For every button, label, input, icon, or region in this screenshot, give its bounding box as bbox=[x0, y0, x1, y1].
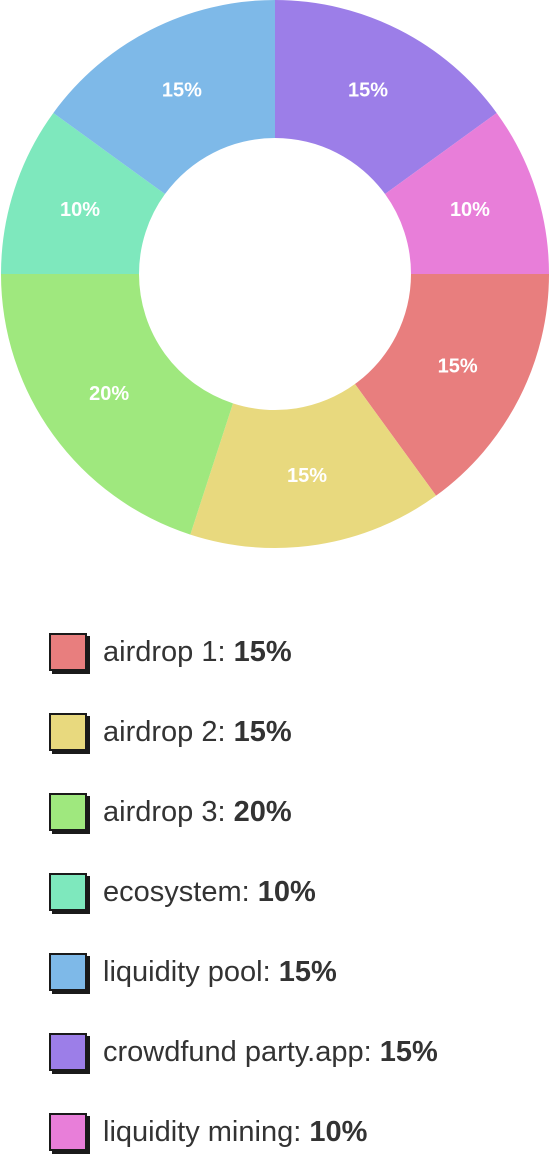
legend-item: airdrop 2: 15% bbox=[49, 712, 438, 752]
donut-slices bbox=[1, 0, 549, 548]
donut-chart: 15% 10% 15% 15% 20% 10% 15% bbox=[1, 0, 549, 548]
legend-label: ecosystem: 10% bbox=[103, 872, 316, 912]
legend-label: crowdfund party.app: 15% bbox=[103, 1032, 438, 1072]
legend-swatch bbox=[49, 633, 87, 671]
legend-series-name: airdrop 2: bbox=[103, 716, 234, 748]
legend-series-name: liquidity pool: bbox=[103, 956, 279, 988]
legend-series-value: 15% bbox=[233, 716, 292, 748]
slice-airdrop-2 bbox=[190, 384, 437, 548]
legend-label: liquidity pool: 15% bbox=[103, 952, 337, 992]
slice-crowdfund-party-app bbox=[275, 0, 497, 195]
legend-series-value: 20% bbox=[233, 796, 292, 828]
slice-value-label: 15% bbox=[438, 355, 478, 377]
legend-label: airdrop 3: 20% bbox=[103, 792, 292, 832]
slice-liquidity-mining bbox=[385, 112, 549, 274]
slice-value-label: 15% bbox=[162, 80, 202, 102]
legend-series-value: 10% bbox=[309, 1116, 368, 1148]
slice-liquidity-pool bbox=[53, 0, 275, 195]
legend-swatch bbox=[49, 1113, 87, 1151]
legend-swatch bbox=[49, 1033, 87, 1071]
legend-item: ecosystem: 10% bbox=[49, 872, 438, 912]
chart-legend: airdrop 1: 15% airdrop 2: 15% airdrop 3: 2… bbox=[49, 632, 438, 1152]
legend-series-name: crowdfund party.app: bbox=[103, 1036, 380, 1068]
legend-swatch bbox=[49, 873, 87, 911]
legend-series-value: 10% bbox=[257, 876, 316, 908]
legend-label: liquidity mining: 10% bbox=[103, 1112, 367, 1152]
legend-series-name: airdrop 1: bbox=[103, 636, 234, 668]
legend-series-name: airdrop 3: bbox=[103, 796, 234, 828]
slice-value-label: 10% bbox=[450, 199, 490, 221]
slice-ecosystem bbox=[1, 112, 165, 274]
legend-item: airdrop 3: 20% bbox=[49, 792, 438, 832]
legend-series-value: 15% bbox=[379, 1036, 438, 1068]
legend-item: airdrop 1: 15% bbox=[49, 632, 438, 672]
slice-value-label: 15% bbox=[348, 80, 388, 102]
legend-series-value: 15% bbox=[278, 956, 337, 988]
slice-labels: 15% 10% 15% 15% 20% 10% 15% bbox=[60, 80, 490, 487]
legend-item: liquidity pool: 15% bbox=[49, 952, 438, 992]
legend-swatch bbox=[49, 793, 87, 831]
legend-item: crowdfund party.app: 15% bbox=[49, 1032, 438, 1072]
slice-value-label: 20% bbox=[89, 383, 129, 405]
legend-series-name: liquidity mining: bbox=[103, 1116, 310, 1148]
legend-series-name: ecosystem: bbox=[103, 876, 258, 908]
legend-label: airdrop 2: 15% bbox=[103, 712, 292, 752]
legend-label: airdrop 1: 15% bbox=[103, 632, 292, 672]
legend-series-value: 15% bbox=[233, 636, 292, 668]
legend-swatch bbox=[49, 953, 87, 991]
slice-value-label: 15% bbox=[287, 465, 327, 487]
slice-value-label: 10% bbox=[60, 199, 100, 221]
slice-airdrop-1 bbox=[354, 274, 549, 496]
legend-item: liquidity mining: 10% bbox=[49, 1112, 438, 1152]
slice-airdrop-3 bbox=[1, 274, 233, 535]
legend-swatch bbox=[49, 713, 87, 751]
